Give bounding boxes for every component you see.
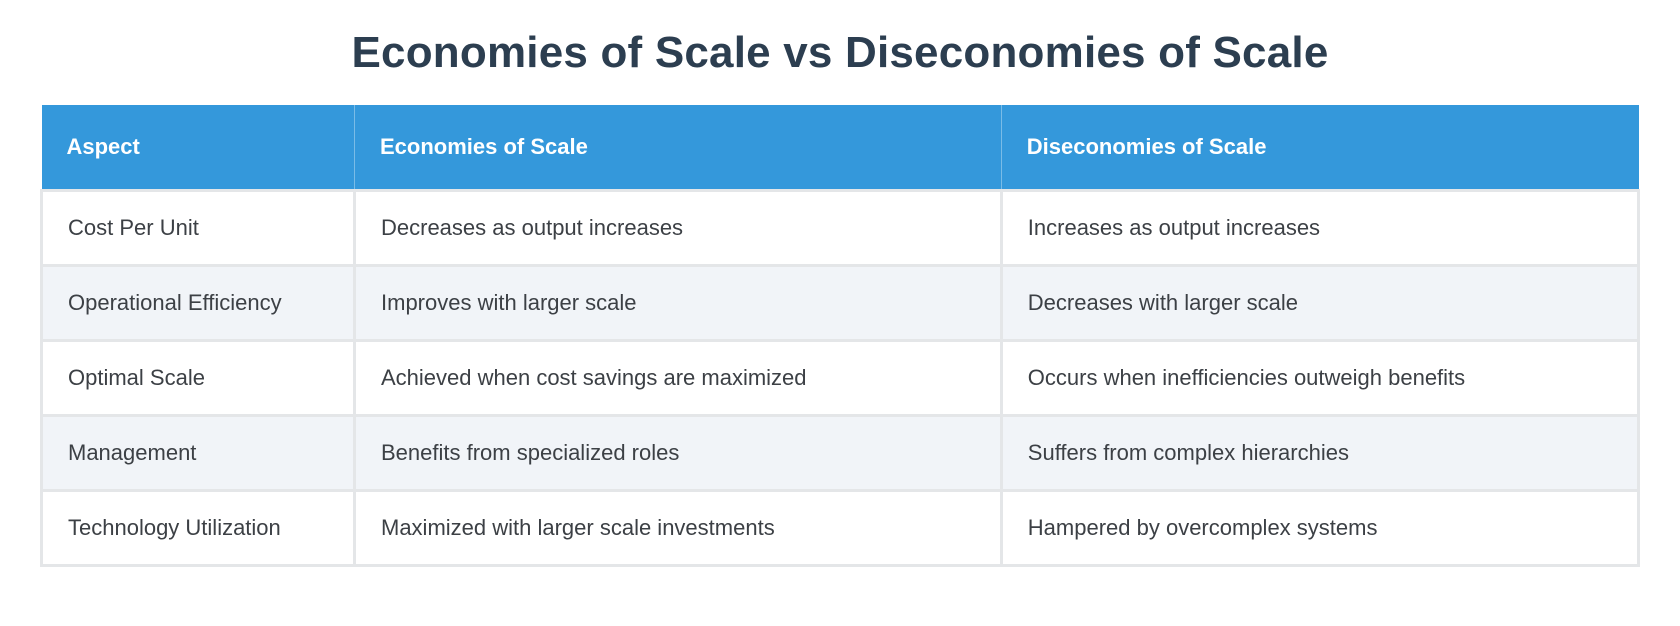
table-row: Optimal Scale Achieved when cost savings…: [40, 338, 1641, 417]
cell-economies: Achieved when cost savings are maximized: [353, 338, 1003, 417]
header-cell-economies: Economies of Scale: [354, 104, 1002, 191]
comparison-table-container: Aspect Economies of Scale Diseconomies o…: [40, 104, 1641, 567]
cell-aspect: Optimal Scale: [40, 338, 356, 417]
table-row: Management Benefits from specialized rol…: [40, 413, 1641, 492]
cell-diseconomies: Occurs when inefficiencies outweigh bene…: [999, 338, 1641, 417]
cell-aspect: Cost Per Unit: [40, 188, 356, 267]
cell-diseconomies: Hampered by overcomplex systems: [999, 488, 1641, 567]
header-cell-aspect: Aspect: [41, 104, 355, 191]
table-header-row: Aspect Economies of Scale Diseconomies o…: [41, 104, 1639, 191]
cell-aspect: Operational Efficiency: [40, 263, 356, 342]
comparison-table: Aspect Economies of Scale Diseconomies o…: [40, 104, 1641, 567]
cell-diseconomies: Suffers from complex hierarchies: [999, 413, 1641, 492]
cell-diseconomies: Increases as output increases: [999, 188, 1641, 267]
cell-economies: Decreases as output increases: [353, 188, 1003, 267]
cell-economies: Improves with larger scale: [353, 263, 1003, 342]
cell-diseconomies: Decreases with larger scale: [999, 263, 1641, 342]
table-row: Cost Per Unit Decreases as output increa…: [40, 188, 1641, 267]
header-cell-diseconomies: Diseconomies of Scale: [1000, 104, 1639, 191]
cell-economies: Maximized with larger scale investments: [353, 488, 1003, 567]
table-row: Technology Utilization Maximized with la…: [40, 488, 1641, 567]
page-title: Economies of Scale vs Diseconomies of Sc…: [351, 28, 1329, 77]
cell-aspect: Technology Utilization: [40, 488, 356, 567]
cell-aspect: Management: [40, 413, 356, 492]
cell-economies: Benefits from specialized roles: [353, 413, 1003, 492]
table-row: Operational Efficiency Improves with lar…: [40, 263, 1641, 342]
